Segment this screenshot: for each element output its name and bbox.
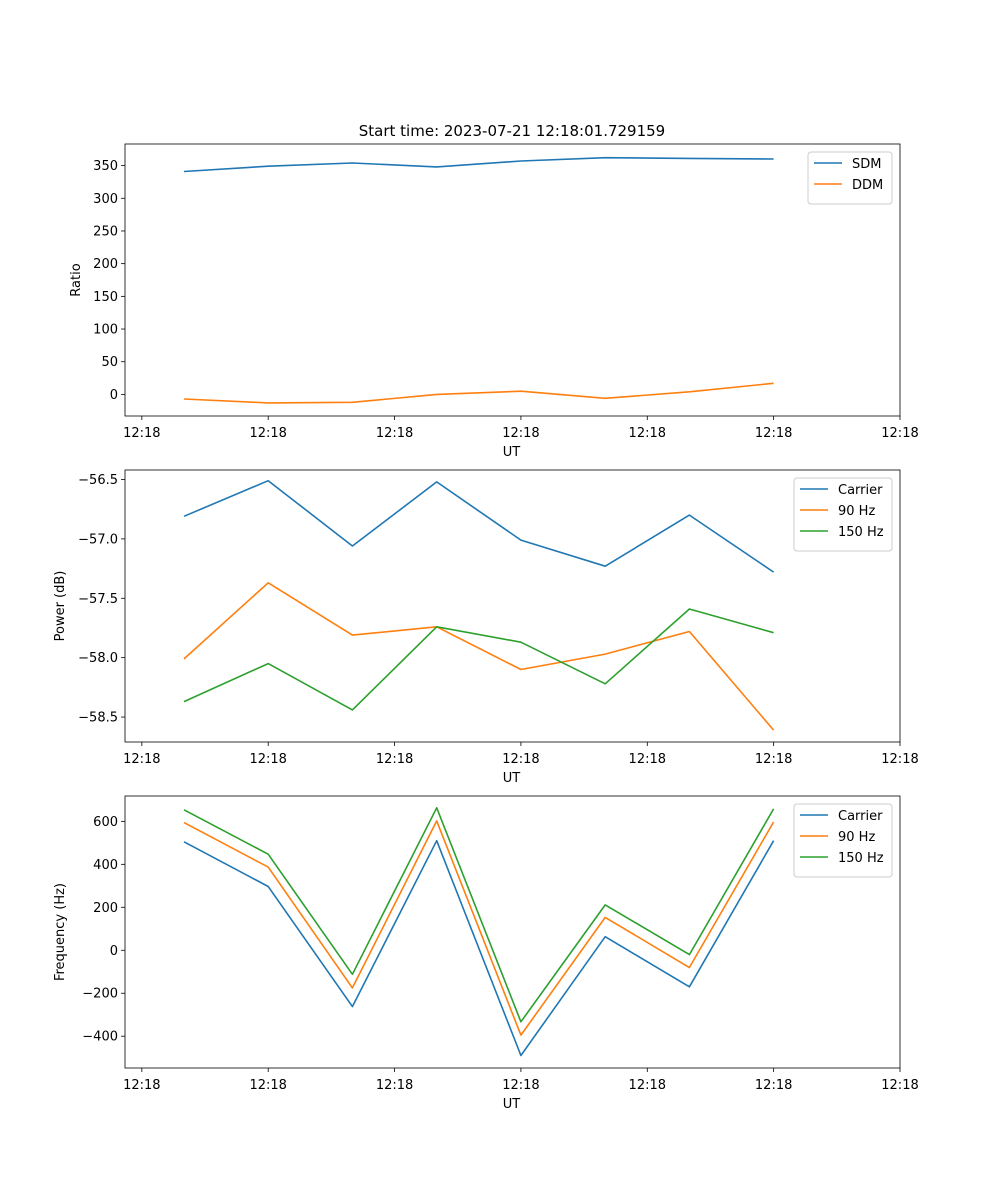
x-tick-label: 12:18 xyxy=(249,1078,286,1093)
legend-label: 90 Hz xyxy=(838,504,875,519)
x-tick-label: 12:18 xyxy=(629,752,666,767)
y-tick-label: 350 xyxy=(93,159,118,174)
y-tick-label: −58.0 xyxy=(78,651,118,666)
y-tick-label: 200 xyxy=(93,901,118,916)
series-line-90-hz xyxy=(183,820,775,1036)
legend: Carrier 90 Hz 150 Hz xyxy=(793,477,893,552)
y-tick-label: −57.5 xyxy=(78,592,118,607)
axes-frame xyxy=(124,143,901,417)
x-tick-label: 12:18 xyxy=(249,752,286,767)
y-tick-label: −58.5 xyxy=(78,711,118,726)
legend-label: 150 Hz xyxy=(838,851,884,866)
axes-frame xyxy=(124,795,901,1069)
x-tick-label: 12:18 xyxy=(755,752,792,767)
legend-label: Carrier xyxy=(838,809,883,824)
x-tick-label: 12:18 xyxy=(249,426,286,441)
x-tick-label: 12:18 xyxy=(755,1078,792,1093)
series-line-ddm xyxy=(183,382,774,404)
legend-label: Carrier xyxy=(838,483,883,498)
x-tick-label: 12:18 xyxy=(502,752,539,767)
y-tick-label: 400 xyxy=(93,858,118,873)
y-tick-label: −200 xyxy=(82,987,118,1002)
x-tick-label: 12:18 xyxy=(123,1078,160,1093)
y-tick-label: 0 xyxy=(110,388,118,403)
legend-label: 90 Hz xyxy=(838,830,875,845)
legend-label: DDM xyxy=(852,178,883,193)
y-tick-label: 0 xyxy=(110,944,118,959)
x-tick-label: 12:18 xyxy=(629,1078,666,1093)
y-axis-label: Power (dB) xyxy=(53,571,68,642)
y-tick-label: 200 xyxy=(93,257,118,272)
x-tick-label: 12:18 xyxy=(755,426,792,441)
legend-label: 150 Hz xyxy=(838,525,884,540)
y-tick-label: 150 xyxy=(93,290,118,305)
subplot-2: −58.5 −58.0 −57.5 −57.0 −56.5 12:18 12:18 12:18… xyxy=(53,469,919,786)
x-tick-label: 12:18 xyxy=(376,1078,413,1093)
plots: 0 50 100 150 200 250 300 350 12:18 12:18 12:18 12:1… xyxy=(53,143,919,1112)
x-tick-label: 12:18 xyxy=(629,426,666,441)
x-axis-label: UT xyxy=(503,1097,521,1112)
y-tick-label: −400 xyxy=(82,1030,118,1045)
y-tick-label: 300 xyxy=(93,192,118,207)
legend: Carrier 90 Hz 150 Hz xyxy=(793,803,893,878)
legend: SDM DDM xyxy=(807,151,893,205)
y-tick-label: −56.5 xyxy=(78,473,118,488)
legend-box xyxy=(793,477,893,552)
x-tick-label: 12:18 xyxy=(123,752,160,767)
legend-box xyxy=(807,151,893,205)
series-line-carrier xyxy=(183,839,775,1057)
chart-title: Start time: 2023-07-21 12:18:01.729159 xyxy=(359,122,665,140)
x-axis-label: UT xyxy=(503,771,521,786)
y-tick-label: 50 xyxy=(101,355,118,370)
y-tick-label: 600 xyxy=(93,815,118,830)
series-line-carrier xyxy=(183,479,775,573)
x-tick-label: 12:18 xyxy=(376,426,413,441)
x-tick-label: 12:18 xyxy=(881,752,918,767)
legend-box xyxy=(793,803,893,878)
series-line-sdm xyxy=(183,156,774,173)
y-tick-label: 250 xyxy=(93,224,118,239)
x-tick-label: 12:18 xyxy=(376,752,413,767)
x-tick-label: 12:18 xyxy=(881,426,918,441)
series-line-150-hz xyxy=(183,806,775,1023)
y-axis-label: Frequency (Hz) xyxy=(53,883,68,981)
axes-frame xyxy=(124,469,901,743)
subplot-1: 0 50 100 150 200 250 300 350 12:18 12:18 12:18 12:1… xyxy=(69,143,919,460)
y-axis-label: Ratio xyxy=(69,263,84,296)
x-tick-label: 12:18 xyxy=(502,426,539,441)
y-tick-label: 100 xyxy=(93,323,118,338)
y-tick-label: −57.0 xyxy=(78,532,118,547)
series-line-150-hz xyxy=(183,608,774,711)
x-tick-label: 12:18 xyxy=(123,426,160,441)
legend-label: SDM xyxy=(852,157,881,172)
series-line-90-hz xyxy=(183,581,775,731)
x-tick-label: 12:18 xyxy=(502,1078,539,1093)
x-tick-label: 12:18 xyxy=(881,1078,918,1093)
x-axis-label: UT xyxy=(503,445,521,460)
subplot-3: −400 −200 0 200 400 600 12:18 12:18 12:18 12:18 12… xyxy=(53,795,919,1112)
